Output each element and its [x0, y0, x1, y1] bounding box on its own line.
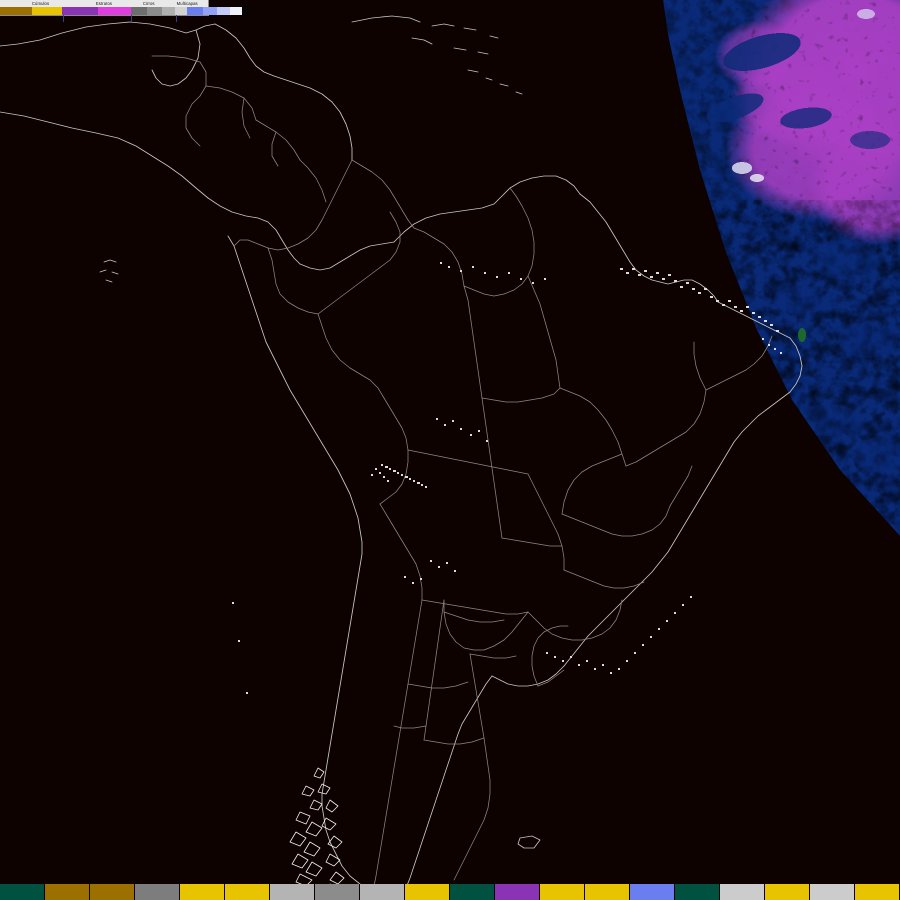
- legend-label-2: Cirros: [142, 1, 155, 6]
- frame-bar-seg-17[interactable]: [720, 884, 765, 900]
- legend-swatch-multilayer-white[interactable]: [230, 7, 242, 15]
- frame-bar-seg-15[interactable]: [630, 884, 675, 900]
- frame-bar-seg-8[interactable]: [315, 884, 360, 900]
- legend-swatch-row: [0, 7, 247, 15]
- legend-swatch-cirrus-gray-mid[interactable]: [147, 7, 162, 15]
- frame-bar-seg-13[interactable]: [540, 884, 585, 900]
- legend-tick-row: [0, 15, 207, 24]
- legend-swatch-cirrus-gray-light[interactable]: [162, 7, 175, 15]
- frame-bar-seg-9[interactable]: [360, 884, 405, 900]
- legend-tick-0: [63, 15, 65, 22]
- legend-swatch-no-data-black[interactable]: [242, 7, 247, 15]
- legend-label-1: Estratos: [95, 1, 113, 6]
- cloud-type-legend[interactable]: Cúmulos Estratos Cirros Multicapas: [0, 0, 247, 22]
- frame-bar-seg-4[interactable]: [135, 884, 180, 900]
- frame-index-bar[interactable]: [0, 884, 900, 900]
- legend-swatch-cirrus-gray-pale[interactable]: [175, 7, 187, 15]
- legend-swatch-stratus-magenta[interactable]: [98, 7, 131, 15]
- frame-bar-seg-6[interactable]: [225, 884, 270, 900]
- legend-swatch-stratus-purple[interactable]: [62, 7, 98, 15]
- frame-bar-seg-1[interactable]: [0, 884, 45, 900]
- frame-bar-seg-12[interactable]: [495, 884, 540, 900]
- legend-swatch-multilayer-blue-mid[interactable]: [203, 7, 217, 15]
- legend-swatch-multilayer-blue-pale[interactable]: [217, 7, 230, 15]
- political-border-layer: [151, 55, 773, 887]
- frame-bar-seg-19[interactable]: [810, 884, 855, 900]
- legend-tick-1: [131, 15, 133, 22]
- frame-bar-seg-2[interactable]: [45, 884, 90, 900]
- bright-pixel-clusters: [232, 262, 782, 694]
- frame-bar-seg-14[interactable]: [585, 884, 630, 900]
- legend-swatch-cumulus-gold[interactable]: [32, 7, 62, 15]
- frame-bar-seg-18[interactable]: [765, 884, 810, 900]
- frame-bar-seg-5[interactable]: [180, 884, 225, 900]
- legend-swatch-cirrus-gray-dark[interactable]: [131, 7, 147, 15]
- frame-bar-seg-3[interactable]: [90, 884, 135, 900]
- legend-label-3: Multicapas: [176, 1, 198, 6]
- frame-bar-seg-7[interactable]: [270, 884, 315, 900]
- legend-label-0: Cúmulos: [31, 1, 50, 6]
- legend-swatch-multilayer-blue[interactable]: [187, 7, 203, 15]
- frame-bar-seg-10[interactable]: [405, 884, 450, 900]
- coastline-layer: [0, 15, 803, 891]
- legend-label-row: Cúmulos Estratos Cirros Multicapas: [0, 0, 208, 7]
- frame-bar-seg-11[interactable]: [450, 884, 495, 900]
- legend-swatch-cumulus-dark-gold[interactable]: [0, 7, 32, 15]
- legend-tick-2: [175, 15, 177, 22]
- frame-bar-seg-16[interactable]: [675, 884, 720, 900]
- frame-bar-seg-20[interactable]: [855, 884, 900, 900]
